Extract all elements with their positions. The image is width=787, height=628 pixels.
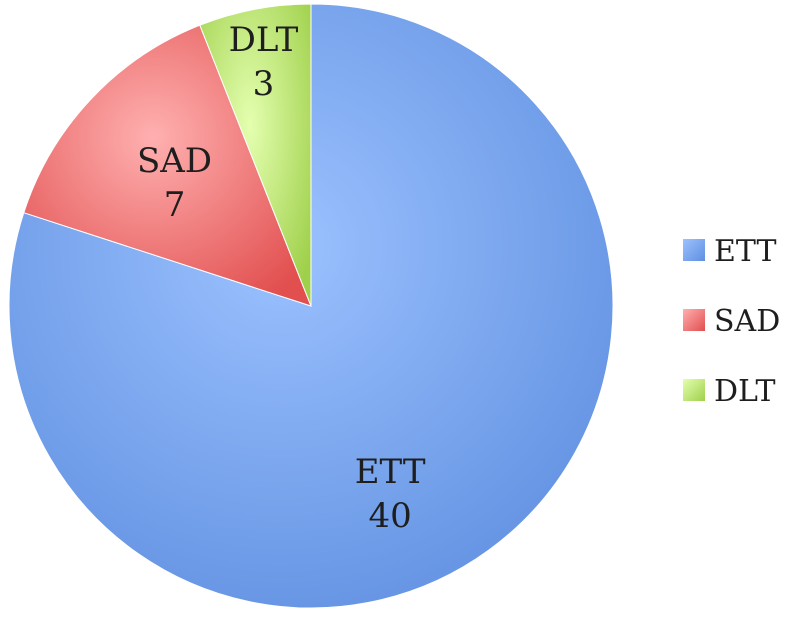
legend-label-sad: SAD <box>714 304 780 339</box>
slice-value-dlt: 3 <box>253 64 275 104</box>
pie-slice-dlt <box>199 3 312 307</box>
legend-label-ett: ETT <box>714 234 776 269</box>
slice-value-ett: 40 <box>369 496 412 536</box>
legend-swatch-sad <box>683 309 705 331</box>
slice-label-dlt: DLT <box>229 20 299 60</box>
legend-swatch-ett <box>683 239 705 261</box>
legend: ETT SAD DLT <box>683 234 780 409</box>
legend-label-dlt: DLT <box>714 374 776 409</box>
legend-swatch-dlt <box>683 379 705 401</box>
slice-label-sad: SAD <box>137 141 212 181</box>
pie-slice-sad <box>23 24 312 307</box>
pie-slices <box>8 3 614 609</box>
slice-value-sad: 7 <box>164 185 186 225</box>
slice-label-ett: ETT <box>355 452 426 492</box>
